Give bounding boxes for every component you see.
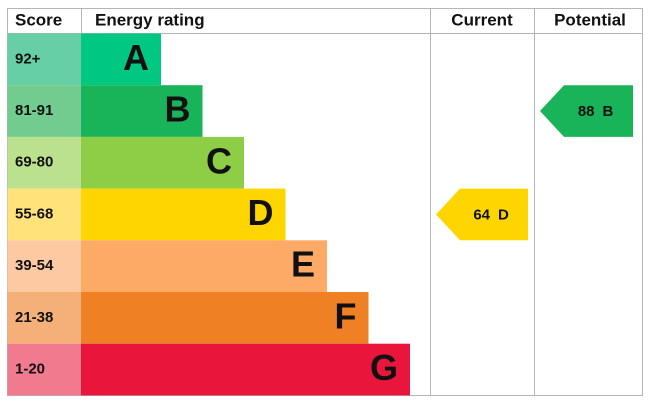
score-cell [7,33,82,86]
header-rating: Energy rating [95,10,205,29]
score-cell [7,136,82,189]
score-label: 92+ [15,50,41,67]
header-current: Current [451,10,513,29]
score-cell [7,188,82,241]
score-label: 21-38 [15,309,53,326]
score-label: 55-68 [15,205,53,222]
rating-bar [81,343,410,396]
rating-letter: B [165,89,191,130]
potential-letter: B [603,103,614,120]
score-label: 81-91 [15,102,53,119]
rating-letter: A [123,37,149,78]
header-score: Score [15,10,62,29]
score-label: 1-20 [15,361,45,378]
rating-letter: C [206,140,232,181]
potential-value: 88 [578,103,595,120]
potential-arrow [540,85,633,137]
rating-letter: F [335,295,357,336]
rating-bar [81,85,203,137]
rating-bar [81,33,161,86]
score-cell [7,85,82,137]
current-letter: D [498,206,509,223]
rating-bar [81,188,286,241]
rating-bar [81,136,244,189]
score-cell [7,343,82,396]
current-arrow [436,188,528,241]
header-potential: Potential [554,10,626,29]
score-label: 39-54 [15,257,54,274]
rating-bar [81,292,369,344]
score-cell [7,240,82,292]
rating-letter: E [291,244,315,285]
rating-letter: G [370,347,398,388]
rating-letter: D [248,192,274,233]
score-label: 69-80 [15,154,53,171]
current-value: 64 [473,206,490,223]
rating-bar [81,240,327,292]
score-cell [7,292,82,344]
